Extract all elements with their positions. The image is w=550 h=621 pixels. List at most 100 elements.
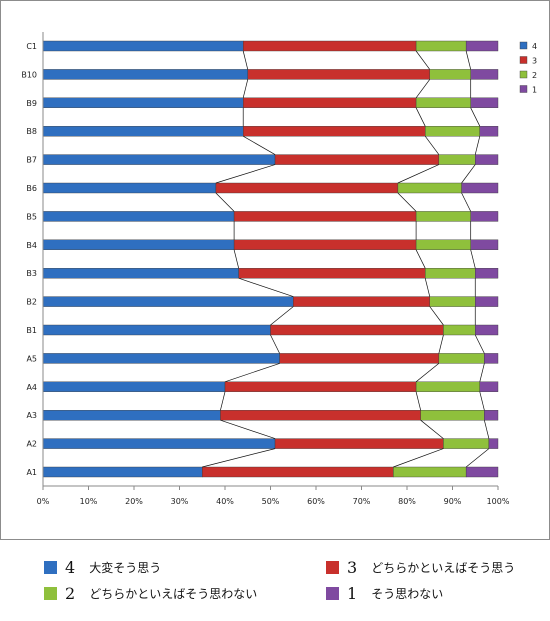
category-label: B9	[26, 99, 37, 108]
bar-segment	[470, 211, 499, 222]
series-line	[397, 192, 417, 212]
legend-text: 大変そう思う	[89, 561, 162, 575]
legend-label: 2	[532, 71, 537, 80]
bar-segment	[415, 40, 467, 52]
series-line	[233, 249, 239, 269]
legend-number: 4	[65, 558, 76, 577]
legend-swatch-3	[326, 561, 339, 574]
bar-segment	[42, 125, 244, 137]
category-label: B3	[26, 269, 37, 278]
bar-segment	[415, 211, 471, 222]
series-line	[415, 107, 426, 127]
bar-segment	[393, 466, 467, 478]
series-line	[415, 79, 431, 99]
legend-number: 3	[347, 558, 358, 577]
bar-segment	[42, 40, 244, 52]
legend-number: 1	[347, 584, 358, 603]
bar-segment	[42, 296, 294, 307]
series-line	[415, 249, 426, 269]
bar-segment	[233, 211, 417, 222]
category-label: C1	[26, 42, 37, 51]
legend-swatch	[519, 41, 528, 50]
category-label: A4	[26, 383, 37, 392]
stacked-bar-chart: C1 B10 B9 B8 B7 B6 B5 B4 B3 B2 B1 A5 A4 A3 A2 A1 0% 10% 20…	[21, 32, 537, 506]
bar-segment	[42, 182, 217, 194]
legend-text: そう思わない	[371, 587, 444, 601]
bar-segment	[42, 438, 276, 449]
series-line	[220, 419, 276, 439]
series-line	[424, 278, 431, 297]
x-tick-label: 90%	[444, 497, 462, 506]
x-tick-label: 40%	[216, 497, 234, 506]
bar-segment	[470, 239, 499, 251]
bar-segment	[42, 353, 280, 364]
legend-swatch-1	[326, 587, 339, 600]
bar-segment	[443, 324, 476, 336]
bar-segment	[488, 438, 499, 449]
series-line	[461, 192, 472, 212]
bar-segment	[42, 466, 203, 478]
series-line	[243, 135, 276, 155]
series-line	[415, 391, 421, 411]
bar-segment	[242, 125, 426, 137]
category-label: B2	[26, 298, 37, 307]
series-line	[474, 136, 481, 155]
legend-text: どちらかといえばそう思う	[371, 561, 516, 575]
category-label: A3	[26, 411, 37, 420]
series-line	[465, 448, 490, 468]
bar-segment	[274, 438, 444, 449]
series-line	[224, 363, 280, 383]
bar-segment	[461, 182, 499, 194]
bar-segment	[233, 239, 417, 251]
series-line	[242, 79, 249, 98]
bar-segment	[270, 324, 444, 336]
legend-number: 2	[65, 584, 76, 603]
series-line	[220, 391, 226, 411]
x-tick-label: 20%	[125, 497, 143, 506]
series-line	[242, 50, 249, 70]
bar-segment	[479, 381, 499, 392]
series-line	[479, 363, 485, 382]
bar-segment	[42, 211, 235, 222]
legend-swatch	[519, 70, 528, 79]
series-line	[202, 448, 276, 468]
legend-label: 3	[532, 57, 537, 66]
series-line	[465, 50, 472, 70]
legend-label: 4	[532, 42, 537, 51]
bar-segment	[465, 40, 499, 52]
bar-segment	[42, 97, 244, 109]
series-line	[415, 363, 440, 383]
x-tick-label: 10%	[80, 497, 98, 506]
category-label: B5	[26, 212, 37, 221]
bar-segment	[42, 239, 235, 251]
legend-text: どちらかといえばそう思わない	[89, 587, 258, 601]
series-line	[461, 164, 476, 184]
category-label: A5	[26, 354, 37, 363]
bar-segment	[202, 466, 394, 478]
bar-segment	[397, 182, 462, 194]
legend-swatch	[519, 85, 528, 93]
bar-segment	[470, 69, 499, 80]
category-label: B1	[26, 326, 37, 335]
bar-segment	[415, 239, 471, 251]
series-line	[470, 107, 481, 127]
series-line	[470, 249, 476, 269]
bar-segment	[220, 410, 421, 421]
x-tick-label: 70%	[353, 497, 371, 506]
bar-segment	[42, 154, 276, 165]
x-tick-label: 50%	[262, 497, 280, 506]
bar-segment	[429, 69, 471, 80]
bar-segment	[42, 268, 239, 279]
x-tick-label: 60%	[307, 497, 325, 506]
series-line	[420, 419, 444, 439]
category-label: B7	[26, 156, 37, 165]
bar-segment	[475, 324, 499, 336]
bar-segment	[475, 268, 499, 279]
bar-segment	[415, 97, 471, 109]
bottom-legend-item-1: 1 そう思わない	[326, 584, 443, 603]
bar-segment	[42, 69, 248, 80]
series-line	[415, 50, 431, 70]
bar-segment	[425, 268, 476, 279]
x-tick-label: 80%	[398, 497, 416, 506]
series-line	[393, 448, 444, 468]
